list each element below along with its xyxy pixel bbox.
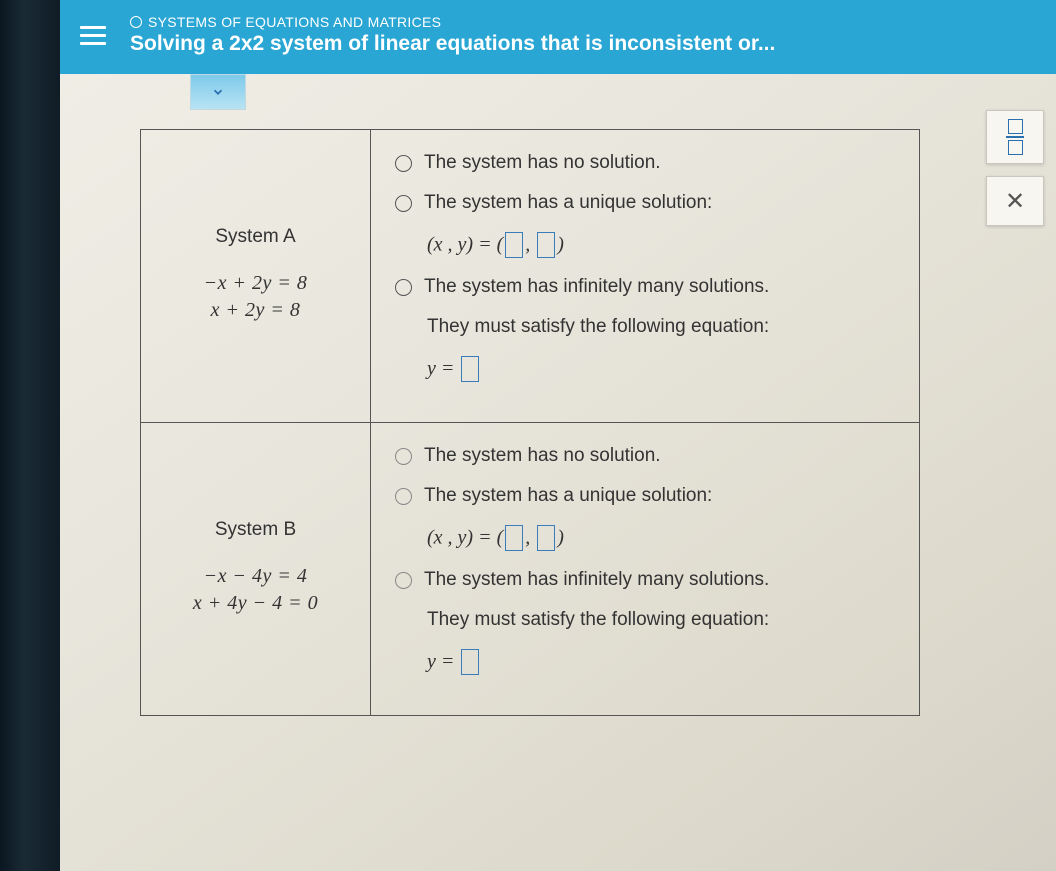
unique-expr-a: (x , y) = (, ) (427, 232, 895, 258)
system-a-eq1: −x + 2y = 8 (165, 272, 346, 295)
close-icon: ✕ (1005, 187, 1025, 216)
header-bar: SYSTEMS OF EQUATIONS AND MATRICES Solvin… (60, 0, 1056, 74)
radio-icon[interactable] (395, 279, 412, 296)
infinite-expr-b: y = (427, 649, 895, 675)
system-b-title: System B (165, 519, 346, 541)
infinite-sub-b: They must satisfy the following equation… (427, 609, 895, 631)
expr-prefix: y = (427, 357, 459, 379)
input-infinite-b[interactable] (461, 649, 479, 675)
system-a-title: System A (165, 226, 346, 248)
option-no-solution-b[interactable]: The system has no solution. (395, 445, 895, 467)
table-row: System A −x + 2y = 8 x + 2y = 8 The syst… (141, 130, 920, 423)
option-unique-a[interactable]: The system has a unique solution: (395, 192, 895, 214)
radio-icon[interactable] (395, 448, 412, 465)
infinite-sub-a: They must satisfy the following equation… (427, 316, 895, 338)
option-infinite-a[interactable]: The system has infinitely many solutions… (395, 276, 895, 298)
input-x-b[interactable] (505, 525, 523, 551)
system-b-cell: System B −x − 4y = 4 x + 4y − 4 = 0 (141, 423, 371, 716)
fraction-tool-button[interactable] (986, 110, 1044, 164)
table-row: System B −x − 4y = 4 x + 4y − 4 = 0 The … (141, 423, 920, 716)
option-no-solution-a[interactable]: The system has no solution. (395, 152, 895, 174)
page-title: Solving a 2x2 system of linear equations… (130, 32, 775, 56)
system-b-options: The system has no solution. The system h… (371, 423, 920, 716)
input-x-a[interactable] (505, 232, 523, 258)
infinite-expr-a: y = (427, 356, 895, 382)
fraction-icon (1006, 119, 1024, 155)
expr-prefix: (x , y) = (427, 233, 497, 255)
option-label: The system has no solution. (424, 445, 661, 467)
input-y-b[interactable] (537, 525, 555, 551)
content-area: System A −x + 2y = 8 x + 2y = 8 The syst… (60, 74, 1056, 736)
radio-icon[interactable] (395, 488, 412, 505)
header-text: SYSTEMS OF EQUATIONS AND MATRICES Solvin… (130, 14, 775, 56)
system-a-options: The system has no solution. The system h… (371, 130, 920, 423)
monitor-bezel (0, 0, 60, 871)
expr-prefix: (x , y) = (427, 526, 497, 548)
system-a-cell: System A −x + 2y = 8 x + 2y = 8 (141, 130, 371, 423)
radio-icon[interactable] (395, 572, 412, 589)
unique-expr-b: (x , y) = (, ) (427, 525, 895, 551)
option-label: The system has a unique solution: (424, 485, 712, 507)
chevron-down-icon (211, 85, 225, 99)
input-infinite-a[interactable] (461, 356, 479, 382)
system-b-eq2: x + 4y − 4 = 0 (165, 592, 346, 615)
option-label: The system has no solution. (424, 152, 661, 174)
option-infinite-b[interactable]: The system has infinitely many solutions… (395, 569, 895, 591)
circle-icon (130, 16, 142, 28)
system-b-eq1: −x − 4y = 4 (165, 565, 346, 588)
close-tool-button[interactable]: ✕ (986, 176, 1044, 226)
option-label: The system has infinitely many solutions… (424, 276, 769, 298)
system-a-eq2: x + 2y = 8 (165, 299, 346, 322)
radio-icon[interactable] (395, 195, 412, 212)
app-screen: SYSTEMS OF EQUATIONS AND MATRICES Solvin… (60, 0, 1056, 871)
option-label: The system has infinitely many solutions… (424, 569, 769, 591)
expr-prefix: y = (427, 650, 459, 672)
tool-panel: ✕ (986, 110, 1044, 226)
radio-icon[interactable] (395, 155, 412, 172)
hamburger-menu-icon[interactable] (80, 26, 106, 45)
option-unique-b[interactable]: The system has a unique solution: (395, 485, 895, 507)
dropdown-tab[interactable] (190, 74, 246, 110)
breadcrumb: SYSTEMS OF EQUATIONS AND MATRICES (130, 14, 775, 30)
option-label: The system has a unique solution: (424, 192, 712, 214)
breadcrumb-label: SYSTEMS OF EQUATIONS AND MATRICES (148, 14, 441, 30)
systems-table: System A −x + 2y = 8 x + 2y = 8 The syst… (140, 129, 920, 716)
input-y-a[interactable] (537, 232, 555, 258)
